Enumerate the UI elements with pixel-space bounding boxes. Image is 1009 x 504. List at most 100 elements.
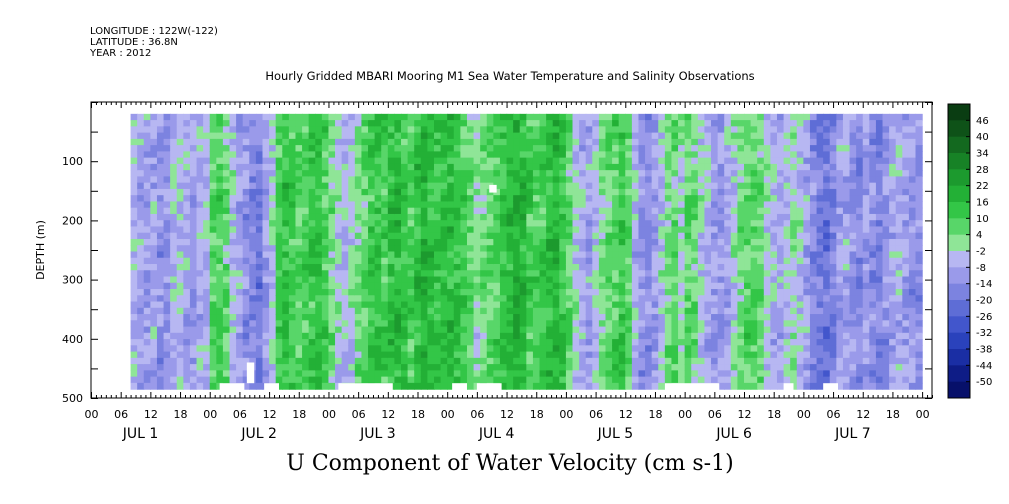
heatmap-cell: [658, 295, 666, 303]
heatmap-cell: [262, 351, 270, 359]
heatmap-cell: [836, 120, 844, 127]
heatmap-cell: [585, 307, 593, 315]
latitude-label: LATITUDE : 36.8N: [90, 37, 178, 48]
heatmap-cell: [691, 345, 699, 353]
heatmap-cell: [711, 157, 719, 165]
heatmap-cell: [196, 332, 204, 340]
heatmap-cell: [189, 138, 198, 146]
heatmap-cell: [255, 170, 264, 178]
heatmap-cell: [875, 226, 884, 234]
heatmap-cell: [493, 332, 501, 340]
heatmap-cell: [532, 307, 541, 315]
heatmap-cell: [354, 320, 363, 328]
heatmap-cell: [150, 157, 158, 165]
heatmap-cell: [849, 213, 857, 221]
heatmap-cell: [282, 132, 290, 140]
heatmap-cell: [354, 370, 363, 378]
heatmap-cell: [506, 307, 514, 315]
heatmap-cell: [183, 357, 191, 365]
heatmap-cell: [546, 270, 554, 278]
heatmap-cell: [143, 238, 151, 246]
heatmap-cell: [579, 113, 587, 121]
heatmap-cell: [394, 132, 402, 140]
heatmap-cell: [335, 314, 343, 321]
heatmap-cell: [427, 251, 435, 259]
heatmap-cell: [348, 282, 356, 290]
heatmap-cell: [447, 376, 455, 384]
heatmap-cell: [137, 332, 145, 340]
heatmap-cell: [671, 220, 679, 228]
heatmap-cell: [862, 314, 870, 321]
heatmap-cell: [559, 339, 567, 346]
heatmap-cell: [552, 345, 560, 353]
heatmap-cell: [137, 207, 145, 215]
heatmap-cell: [605, 182, 613, 190]
heatmap-cell: [691, 326, 699, 334]
heatmap-cell: [196, 357, 204, 365]
heatmap-cell: [546, 145, 554, 152]
heatmap-cell: [354, 176, 363, 184]
heatmap-cell: [176, 357, 184, 365]
heatmap-cell: [341, 213, 349, 221]
heatmap-cell: [658, 126, 666, 134]
heatmap-cell: [744, 113, 752, 121]
heatmap-cell: [730, 195, 739, 203]
heatmap-cell: [737, 151, 745, 159]
heatmap-cell: [572, 170, 580, 178]
heatmap-cell: [579, 282, 587, 290]
heatmap-cell: [664, 207, 673, 215]
heatmap-cell: [407, 307, 415, 315]
heatmap-cell: [625, 126, 633, 134]
heatmap-cell: [836, 257, 844, 265]
heatmap-cell: [414, 120, 422, 127]
heatmap-cell: [473, 370, 481, 378]
heatmap-cell: [354, 332, 363, 340]
heatmap-cell: [664, 138, 673, 146]
heatmap-cell: [328, 376, 336, 384]
heatmap-cell: [183, 238, 191, 246]
heatmap-cell: [605, 257, 613, 265]
heatmap-cell: [282, 295, 290, 303]
heatmap-cell: [579, 370, 587, 378]
heatmap-cell: [453, 207, 461, 215]
heatmap-cell: [361, 301, 369, 309]
heatmap-cell: [466, 188, 475, 196]
heatmap-cell: [163, 238, 171, 246]
heatmap-cell: [163, 182, 171, 190]
heatmap-cell: [816, 238, 824, 246]
heatmap-cell: [486, 113, 494, 121]
heatmap-cell: [506, 176, 514, 184]
heatmap-cell: [499, 276, 508, 284]
heatmap-cell: [348, 170, 356, 178]
heatmap-cell: [658, 307, 666, 315]
heatmap-cell: [480, 113, 488, 121]
heatmap-cell: [189, 176, 198, 184]
heatmap-cell: [295, 276, 303, 284]
heatmap-cell: [460, 282, 468, 290]
heatmap-cell: [697, 226, 706, 234]
heatmap-cell: [361, 314, 369, 321]
heatmap-cell: [420, 170, 428, 178]
heatmap-cell: [829, 376, 837, 384]
heatmap-cell: [341, 132, 349, 140]
heatmap-cell: [499, 157, 508, 165]
heatmap-cell: [203, 126, 211, 134]
heatmap-cell: [658, 195, 666, 203]
heatmap-cell: [170, 182, 178, 190]
heatmap-cell: [275, 357, 283, 365]
heatmap-cell: [130, 145, 138, 152]
heatmap-cell: [651, 370, 659, 378]
heatmap-cell: [526, 351, 534, 359]
heatmap-cell: [282, 270, 290, 278]
heatmap-cell: [651, 157, 659, 165]
heatmap-cell: [170, 220, 178, 228]
heatmap-cell: [381, 345, 389, 353]
heatmap-cell: [295, 376, 303, 384]
heatmap-cell: [321, 188, 330, 196]
heatmap-cell: [744, 145, 752, 152]
heatmap-cell: [816, 364, 824, 371]
heatmap-cell: [651, 132, 659, 140]
heatmap-cell: [605, 170, 613, 178]
heatmap-cell: [447, 245, 455, 253]
heatmap-cell: [612, 188, 620, 196]
